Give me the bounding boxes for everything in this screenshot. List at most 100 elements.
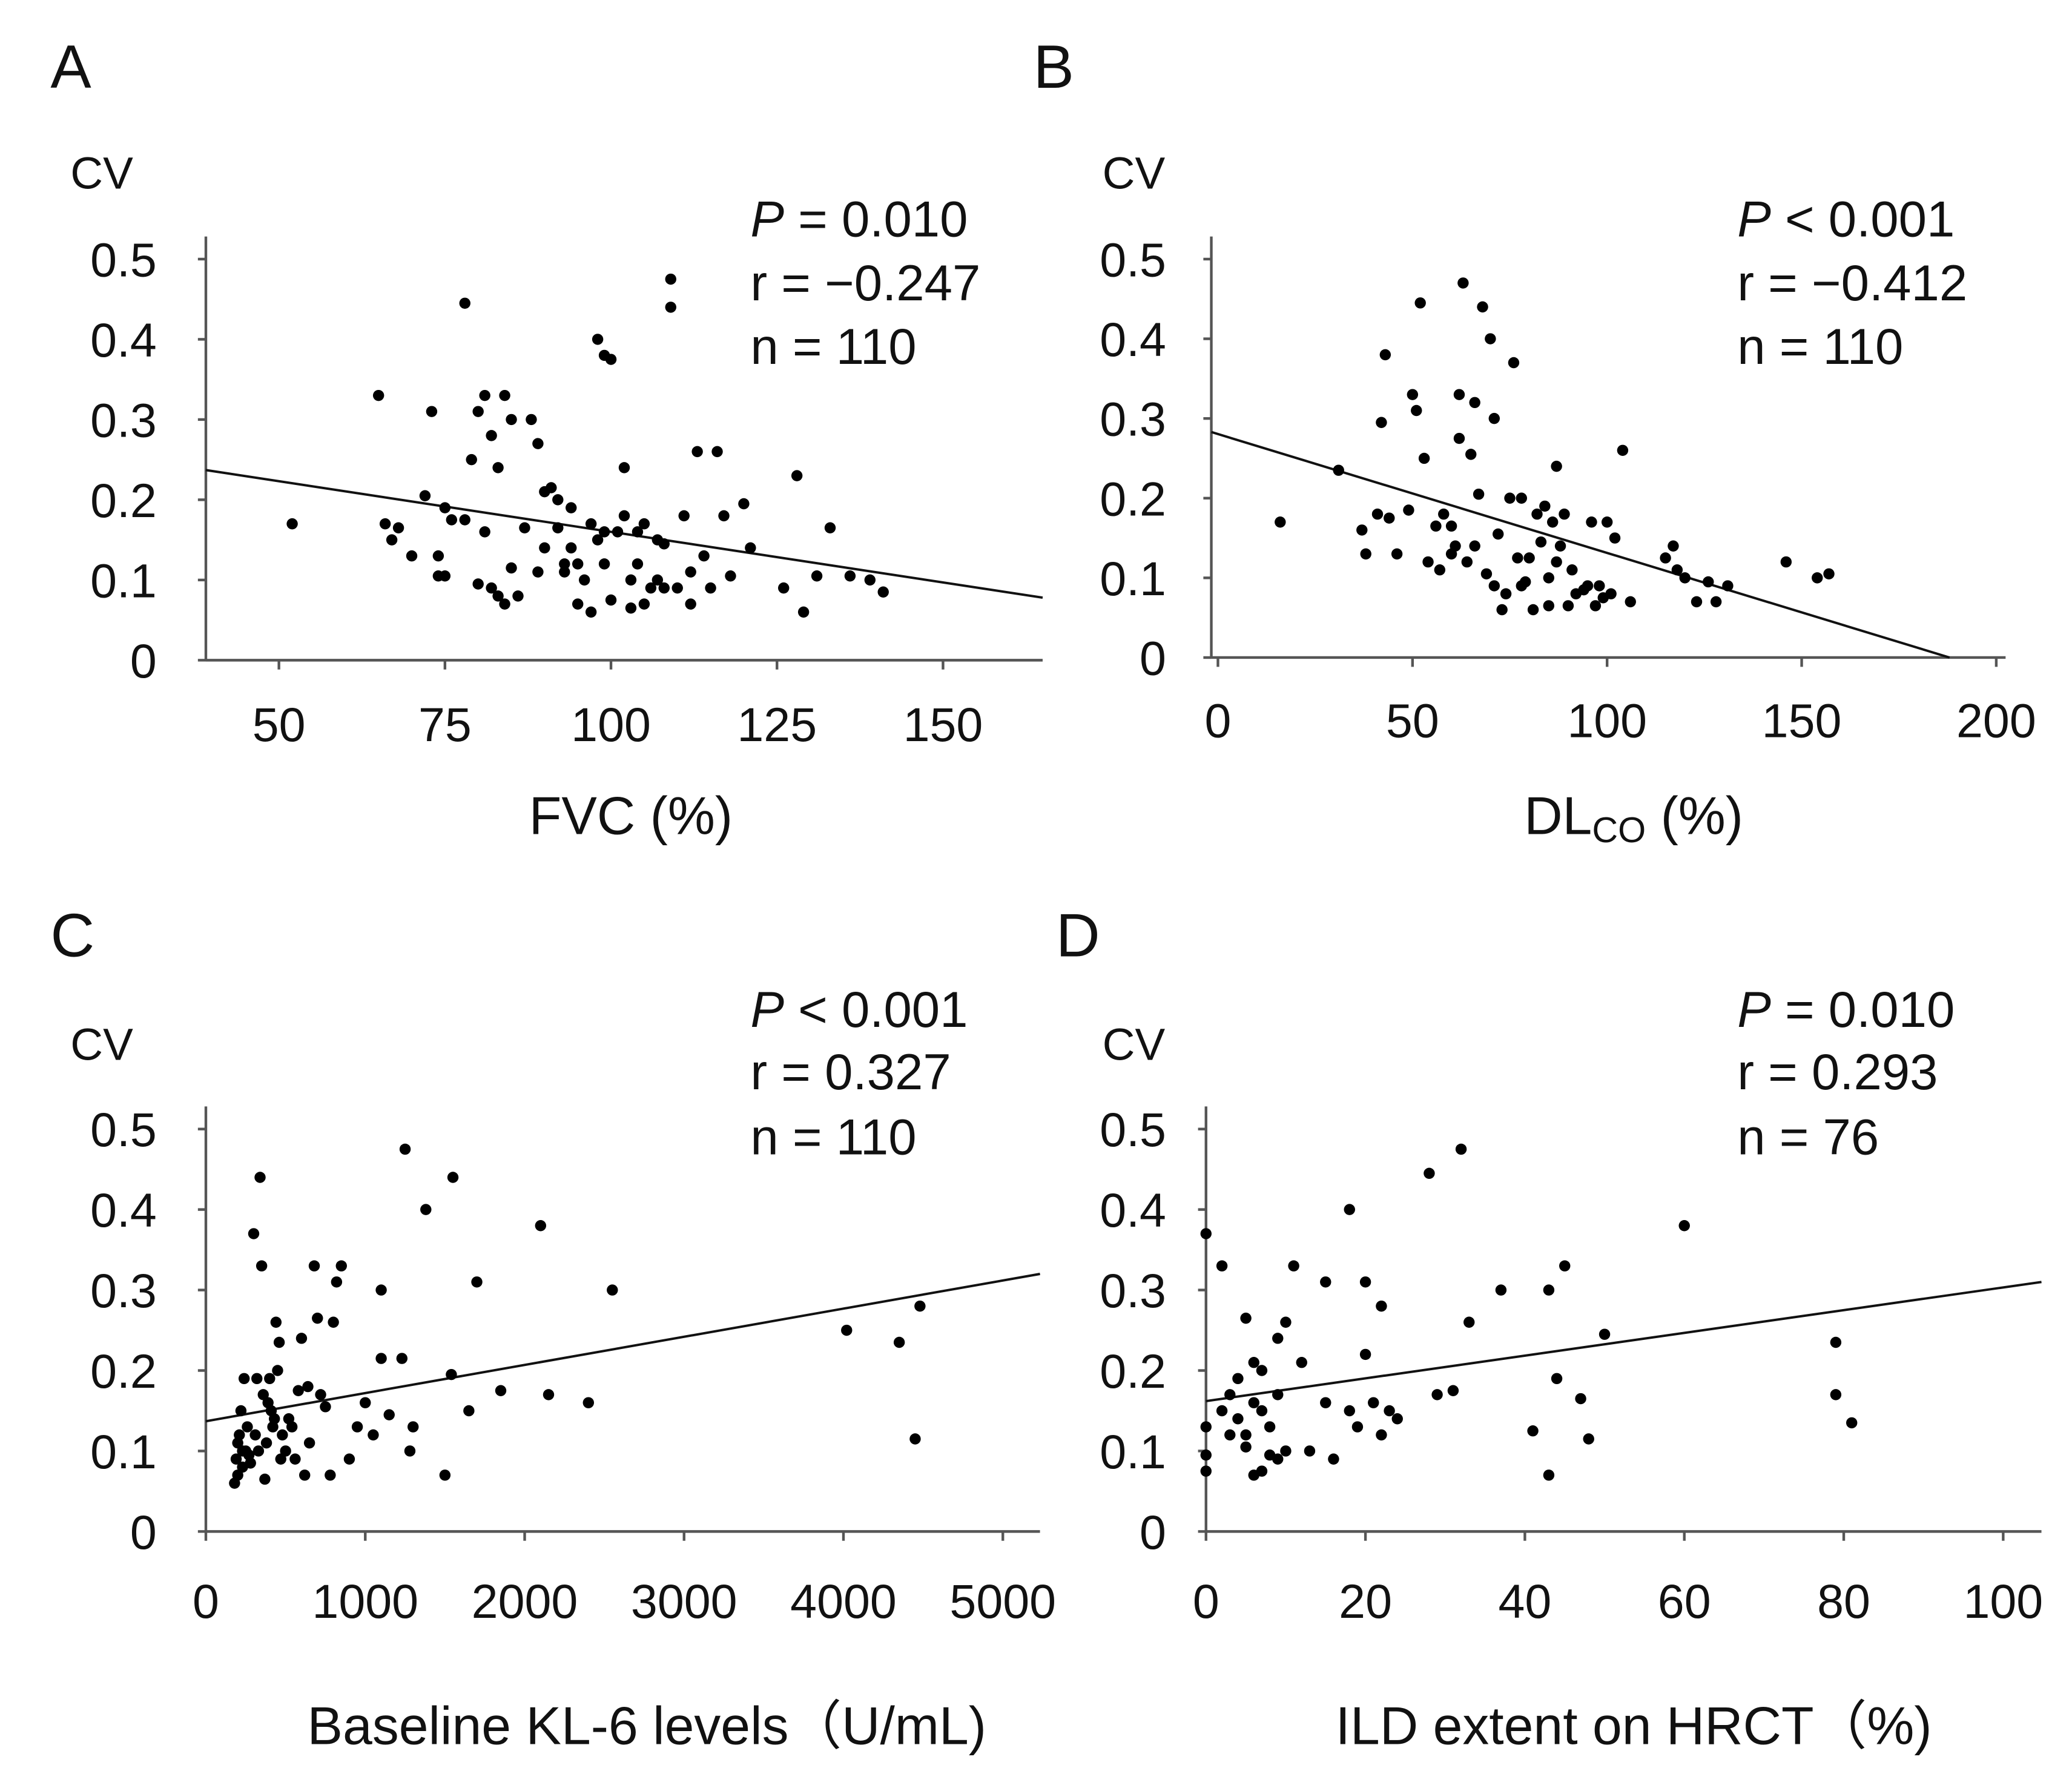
- data-point: [665, 273, 676, 285]
- data-point: [1527, 604, 1539, 616]
- n-value: n = 110: [1737, 318, 1903, 375]
- data-point: [578, 574, 590, 586]
- data-point: [1500, 588, 1512, 599]
- panel-b: B CV P < 0.001 r = −0.412 n = 110 DLCO (…: [1034, 33, 2036, 850]
- data-point: [242, 1421, 253, 1433]
- data-point: [1586, 516, 1597, 528]
- data-point: [625, 574, 637, 586]
- data-point: [257, 1389, 269, 1400]
- data-point: [1504, 492, 1516, 504]
- data-point: [248, 1228, 260, 1239]
- data-point: [232, 1437, 243, 1449]
- x-tick-label: 4000: [790, 1575, 897, 1628]
- data-point: [1668, 540, 1679, 552]
- data-point: [566, 502, 577, 513]
- data-point: [1543, 1284, 1555, 1296]
- x-tick-label: 150: [903, 698, 983, 751]
- y-axis-label: CV: [1103, 148, 1166, 199]
- data-point: [419, 490, 431, 501]
- x-axis-title: Baseline KL-6 levels（U/mL): [308, 1696, 986, 1755]
- data-point: [1256, 1405, 1268, 1417]
- x-tick-label: 125: [737, 698, 817, 751]
- data-point: [665, 302, 676, 313]
- y-tick-label: 0.3: [1100, 393, 1166, 446]
- data-point: [479, 526, 490, 538]
- x-tick-label: 100: [571, 698, 651, 751]
- n-value: n = 76: [1737, 1109, 1879, 1165]
- y-tick-label: 0.2: [90, 1345, 157, 1398]
- data-point: [383, 1409, 395, 1420]
- r-value: r = −0.412: [1737, 255, 1967, 311]
- data-point: [1589, 600, 1602, 612]
- x-tick-label: 200: [1956, 694, 2036, 748]
- data-point: [335, 1260, 347, 1272]
- panel-d: D CV P = 0.010 r = 0.293 n = 76 ILD exte…: [1056, 902, 2043, 1756]
- data-point: [232, 1469, 243, 1481]
- y-tick-label: 0.1: [1100, 552, 1166, 605]
- p-symbol: P: [750, 981, 784, 1038]
- data-point: [605, 594, 617, 606]
- data-point: [1360, 548, 1371, 560]
- data-point: [486, 582, 497, 594]
- x-axis-title: ILD extent on HRCT（%): [1336, 1696, 1932, 1755]
- data-point: [432, 550, 444, 562]
- y-axis-label: CV: [70, 1019, 133, 1070]
- data-point: [471, 1276, 483, 1288]
- data-point: [1376, 417, 1387, 428]
- y-tick-label: 0: [130, 1506, 157, 1559]
- data-point: [585, 518, 597, 530]
- x-axis-title: DLCO (%): [1524, 787, 1743, 850]
- data-point: [472, 578, 484, 590]
- data-point: [1240, 1429, 1252, 1441]
- data-point: [1216, 1405, 1228, 1417]
- data-point: [1288, 1260, 1299, 1272]
- data-point: [275, 1453, 286, 1465]
- data-point: [1599, 1328, 1611, 1340]
- data-point: [559, 566, 570, 578]
- x-axis-title-text: Baseline KL-6 levels（U/mL): [308, 1696, 986, 1755]
- data-point: [1376, 1300, 1387, 1312]
- data-point: [1625, 596, 1636, 608]
- data-point: [1846, 1417, 1858, 1429]
- data-point: [1447, 1385, 1459, 1396]
- data-point: [1455, 1143, 1467, 1155]
- data-point: [1722, 580, 1734, 592]
- data-point: [1523, 552, 1535, 564]
- data-point: [375, 1284, 387, 1296]
- data-point: [439, 1469, 451, 1481]
- x-tick-label: 100: [1963, 1575, 2043, 1628]
- data-point: [447, 1172, 459, 1183]
- y-tick-label: 0.1: [1100, 1425, 1166, 1479]
- data-point: [532, 438, 544, 449]
- data-point: [698, 550, 710, 562]
- x-tick-label: 1000: [312, 1575, 418, 1628]
- p-symbol: P: [1737, 191, 1771, 248]
- data-point: [1224, 1429, 1236, 1441]
- data-point: [406, 550, 418, 562]
- data-point: [372, 389, 384, 401]
- data-point: [1275, 516, 1286, 528]
- y-tick-label: 0: [1140, 1506, 1166, 1559]
- data-point: [459, 297, 470, 309]
- y-tick-label: 0.1: [90, 554, 157, 607]
- data-point: [1543, 572, 1554, 584]
- x-axis-title-text: ILD extent on HRCT（%): [1336, 1696, 1932, 1755]
- panel-a: A CV P = 0.010 r = −0.247 n = 110 FVC (%…: [50, 33, 1043, 846]
- p-value: = 0.010: [1771, 981, 1955, 1038]
- r-value: r = −0.247: [750, 255, 980, 311]
- data-point: [592, 334, 604, 345]
- y-tick-label: 0.2: [90, 474, 157, 527]
- data-point: [559, 558, 570, 570]
- data-point: [598, 558, 610, 570]
- data-point: [605, 354, 617, 365]
- data-point: [526, 414, 537, 426]
- data-point: [396, 1353, 408, 1364]
- data-point: [582, 1397, 595, 1408]
- data-point: [1272, 1389, 1284, 1400]
- data-point: [303, 1437, 315, 1449]
- data-point: [546, 482, 557, 493]
- x-tick-label: 0: [1193, 1575, 1219, 1628]
- data-point: [539, 542, 550, 554]
- data-point: [685, 566, 696, 578]
